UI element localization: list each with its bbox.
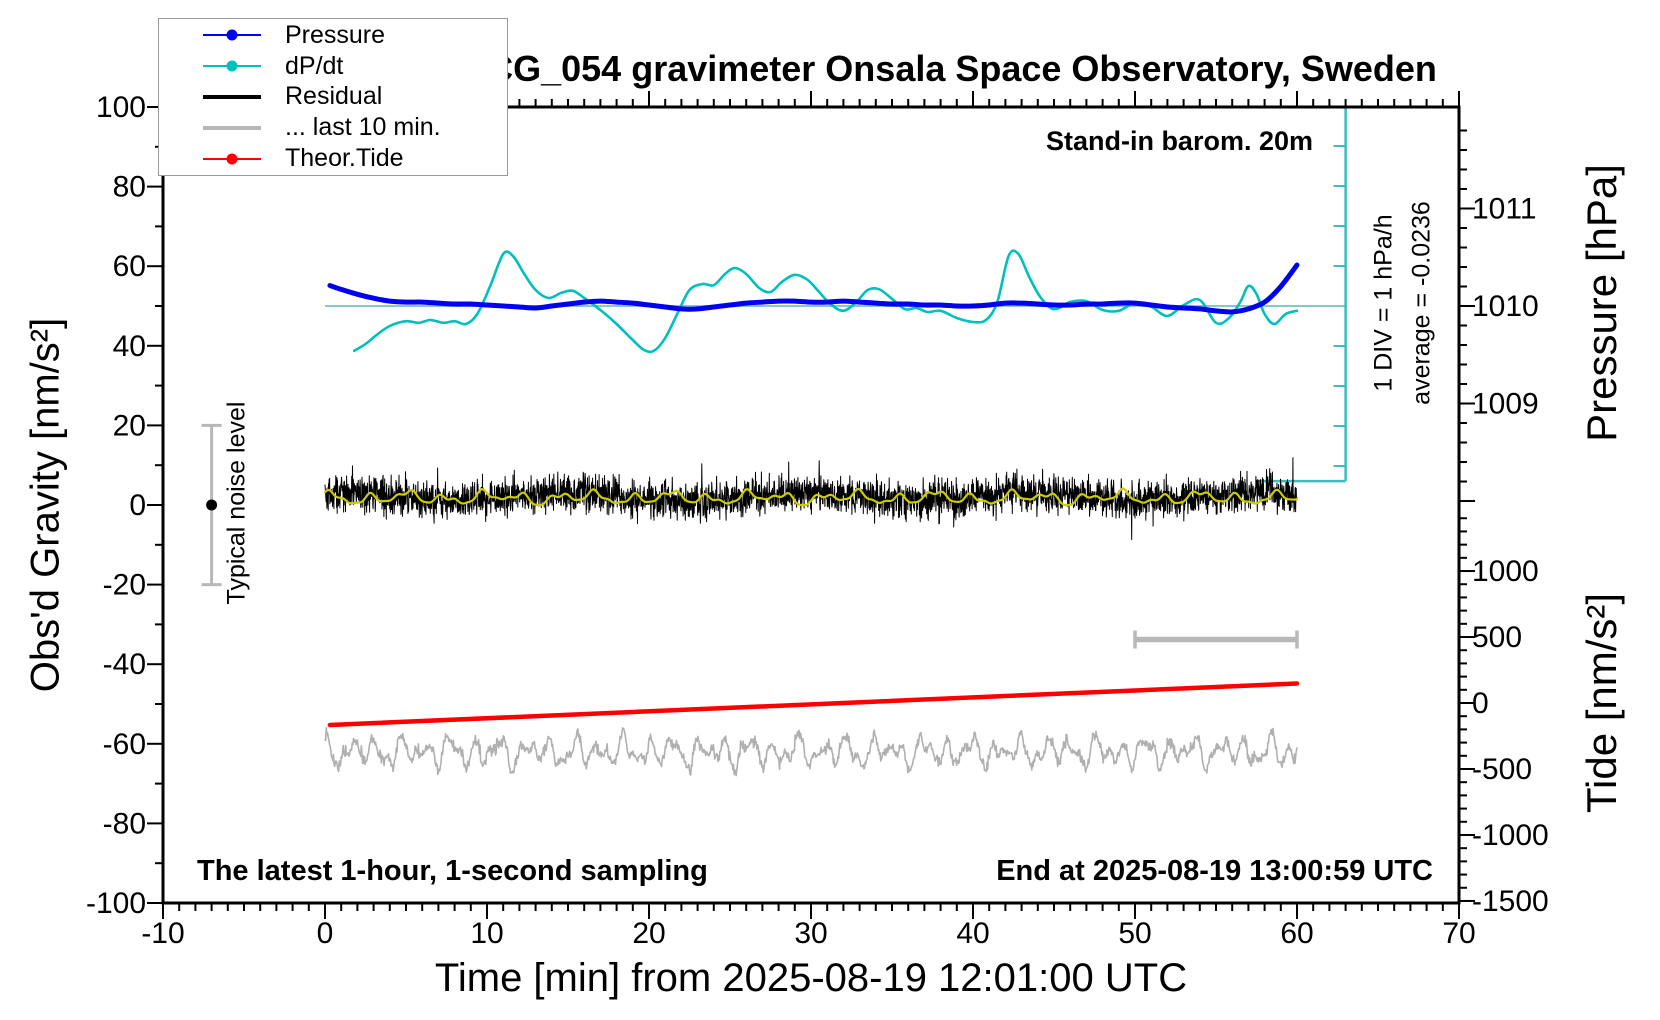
- tick-label: -10: [141, 917, 184, 950]
- x-axis-title: Time [min] from 2025-08-19 12:01:00 UTC: [434, 956, 1188, 1000]
- legend-line: [203, 125, 261, 130]
- series-pressure: [327, 262, 1300, 315]
- tick-label: 500: [1472, 621, 1522, 654]
- tick-label: 70: [1442, 917, 1475, 950]
- legend-item: Theor.Tide: [159, 144, 507, 173]
- tick-label: -20: [103, 569, 146, 602]
- tick-label: -40: [103, 648, 146, 681]
- legend-label: Pressure: [285, 20, 386, 49]
- legend-sample-dpdt: [203, 59, 261, 73]
- tick-label: -500: [1472, 753, 1532, 786]
- tick-label: 20: [632, 917, 665, 950]
- tick-label: -1500: [1472, 885, 1549, 918]
- noise-level-label: Typical noise level: [222, 401, 251, 605]
- legend-item: Residual: [159, 82, 507, 111]
- tick-label: 40: [956, 917, 989, 950]
- legend-sample-pressure: [203, 28, 261, 42]
- series-theor-tide: [327, 681, 1300, 728]
- tick-label: 1009: [1472, 388, 1539, 421]
- legend-dot: [226, 153, 238, 165]
- y-axis-title-gravity: Obs'd Gravity [nm/s²]: [23, 317, 68, 693]
- series-residual-smooth: [323, 487, 1299, 507]
- legend-label: Residual: [285, 82, 383, 111]
- legend-sample-theor-tide: [203, 152, 261, 166]
- chart-title: SCG_054 gravimeter Onsala Space Observat…: [463, 48, 1437, 89]
- sampling-note: The latest 1-hour, 1-second sampling: [197, 855, 708, 887]
- tick-label: 30: [794, 917, 827, 950]
- tick-label: 80: [113, 171, 146, 204]
- tick-label: 100: [96, 91, 146, 124]
- tick-label: 40: [113, 330, 146, 363]
- plot-frame: [161, 105, 1461, 905]
- legend-line: [203, 94, 261, 99]
- series-residual: [324, 457, 1298, 540]
- tick-label: 20: [113, 409, 146, 442]
- noise-level-dot: [206, 499, 218, 511]
- tick-label: 1000: [1472, 555, 1539, 588]
- tick-label: 50: [1118, 917, 1151, 950]
- tick-label: 60: [113, 250, 146, 283]
- y-axis-title-pressure: Pressure [hPa]: [1578, 164, 1625, 442]
- tick-label: 60: [1280, 917, 1313, 950]
- tick-label: 0: [317, 917, 334, 950]
- legend-item: dP/dt: [159, 52, 507, 81]
- y-axis-title-tide: Tide [nm/s²]: [1578, 592, 1625, 814]
- legend-item: Pressure: [159, 21, 507, 50]
- legend-dot: [226, 60, 238, 72]
- tick-label: -100: [86, 887, 146, 920]
- legend-label: dP/dt: [285, 51, 344, 80]
- tick-label: -60: [103, 728, 146, 761]
- tick-label: -80: [103, 807, 146, 840]
- div-scale-note: 1 DIV = 1 hPa/h: [1369, 214, 1398, 392]
- legend-label: ... last 10 min.: [285, 113, 441, 142]
- legend-sample-residual: [203, 90, 261, 104]
- end-time-note: End at 2025-08-19 13:00:59 UTC: [996, 855, 1433, 887]
- legend-sample--last-10-min-: [203, 121, 261, 135]
- barometer-note: Stand-in barom. 20m: [1045, 126, 1313, 156]
- tick-label: 0: [129, 489, 146, 522]
- legend-dot: [226, 29, 238, 41]
- tick-label: 1010: [1472, 290, 1539, 323]
- average-note: average = -0.0236: [1407, 201, 1436, 405]
- legend-label: Theor.Tide: [285, 144, 404, 173]
- series-last10: [324, 727, 1298, 777]
- tick-label: 10: [470, 917, 503, 950]
- tick-label: 1011: [1472, 192, 1537, 225]
- tick-label: -1000: [1472, 819, 1549, 852]
- legend: Pressure dP/dt Residual... last 10 min. The…: [158, 18, 508, 176]
- legend-item: ... last 10 min.: [159, 113, 507, 142]
- tick-label: 0: [1472, 687, 1489, 720]
